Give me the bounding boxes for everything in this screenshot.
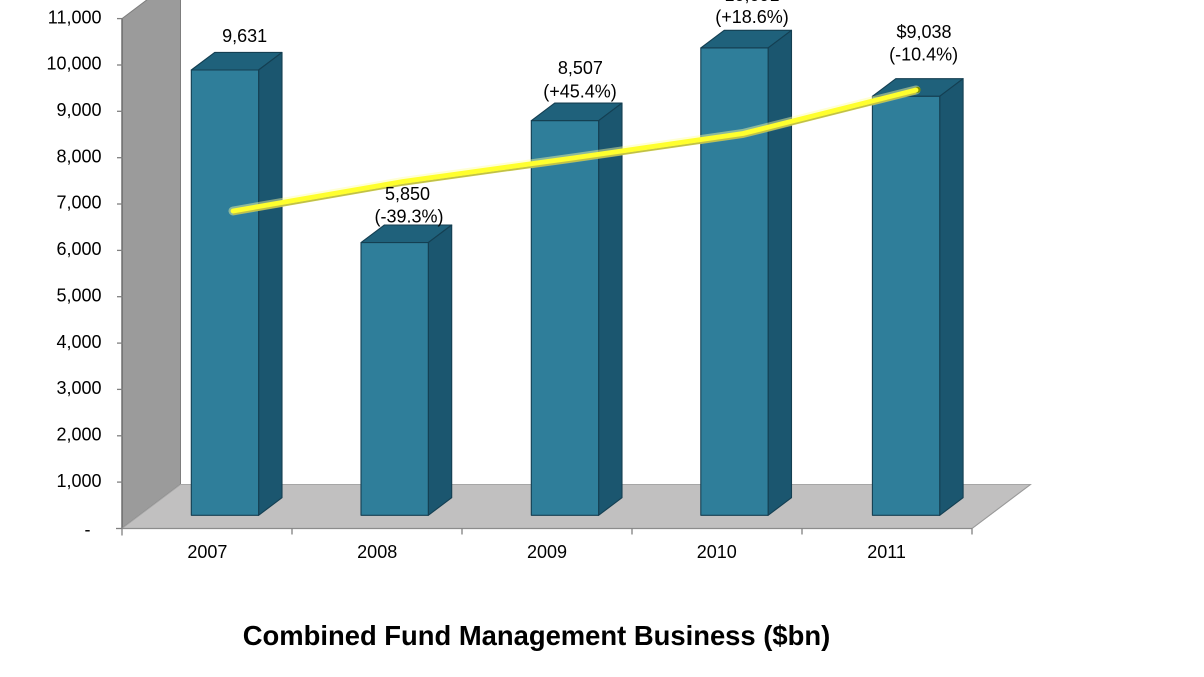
svg-text:8,000: 8,000 (56, 146, 101, 166)
svg-text:(-10.4%): (-10.4%) (889, 45, 958, 65)
svg-text:2008: 2008 (357, 542, 397, 562)
svg-text:2007: 2007 (187, 542, 227, 562)
svg-text:1,000: 1,000 (56, 471, 101, 491)
svg-text:9,631: 9,631 (222, 26, 267, 46)
svg-text:2010: 2010 (697, 542, 737, 562)
svg-text:10,091: 10,091 (724, 0, 779, 5)
svg-text:3,000: 3,000 (56, 378, 101, 398)
svg-text:11,000: 11,000 (48, 7, 102, 27)
svg-text:7,000: 7,000 (56, 193, 101, 213)
svg-text:(-39.3%): (-39.3%) (374, 207, 443, 227)
svg-text:2009: 2009 (527, 542, 567, 562)
svg-text:(+45.4%): (+45.4%) (543, 82, 617, 102)
svg-text:10,000: 10,000 (46, 54, 101, 74)
svg-text:4,000: 4,000 (56, 332, 101, 352)
svg-text:6,000: 6,000 (56, 239, 101, 259)
svg-text:2011: 2011 (867, 542, 906, 562)
svg-text:5,850: 5,850 (385, 184, 430, 204)
svg-text:-: - (85, 520, 91, 540)
svg-text:$9,038: $9,038 (896, 22, 951, 42)
svg-text:8,507: 8,507 (558, 58, 603, 78)
svg-text:(+18.6%): (+18.6%) (715, 7, 789, 27)
svg-text:5,000: 5,000 (56, 285, 101, 305)
svg-text:2,000: 2,000 (56, 425, 101, 445)
svg-text:Combined Fund Management Busin: Combined Fund Management Business ($bn) (243, 620, 830, 651)
svg-text:9,000: 9,000 (56, 100, 101, 120)
